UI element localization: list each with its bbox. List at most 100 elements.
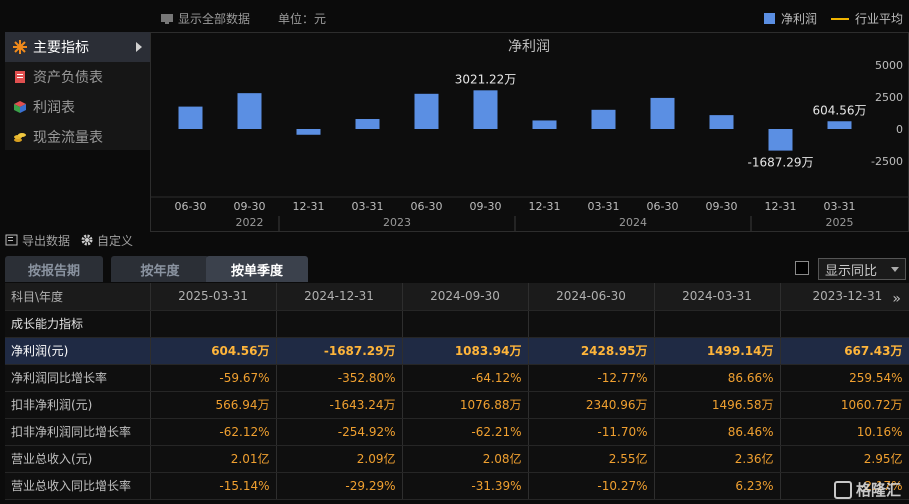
value-cell: 2340.96万 (528, 391, 655, 419)
value-cell: 1076.88万 (402, 391, 529, 419)
row-label: 营业总收入(元) (5, 445, 151, 473)
x-tick-label: 06-30 (647, 200, 679, 213)
value-cell: -29.29% (276, 472, 403, 500)
star-icon (13, 40, 27, 54)
export-label: 导出数据 (22, 233, 71, 248)
export-data-button[interactable]: 导出数据 (5, 232, 70, 249)
menu-item-balance-sheet[interactable]: 资产负债表 (5, 62, 150, 92)
menu-item-main-indicators[interactable]: 主要指标 (5, 32, 150, 62)
chart-svg: 净利润 5000 2500 0 -2500 3021.22万 -1687.29万 604.56… (151, 39, 908, 231)
legend-bar-swatch (763, 13, 775, 24)
table-row[interactable]: 扣非净利润同比增长率 -62.12% -254.92% -62.21% -11.70% 8… (5, 418, 909, 446)
table-row[interactable]: 扣非净利润(元) 566.94万 -1643.24万 1076.88万 2340.96万… (5, 391, 909, 419)
empty-cell (150, 310, 277, 338)
row-label: 净利润(元) (5, 337, 151, 365)
menu-item-label: 主要指标 (33, 40, 89, 56)
header-cell: 科目\年度 (5, 283, 151, 311)
y-tick-label: 2500 (875, 91, 903, 104)
value-cell: 566.94万 (150, 391, 277, 419)
value-cell: -62.21% (402, 418, 529, 446)
empty-cell (528, 310, 655, 338)
menu-item-income-statement[interactable]: 利润表 (5, 92, 150, 122)
customize-button[interactable]: 自定义 (80, 232, 133, 249)
y-tick-label: 5000 (875, 59, 903, 72)
bar (237, 93, 262, 129)
side-menu: 主要指标 资产负债表 利润表 现金流量表 (5, 32, 150, 150)
show-all-label: 显示全部数据 (178, 12, 251, 26)
bar (178, 106, 203, 129)
value-cell: 1060.72万 (780, 391, 909, 419)
export-icon (5, 234, 18, 246)
table-row[interactable]: 营业总收入(元) 2.01亿 2.09亿 2.08亿 2.55亿 2.36亿 2.95亿 (5, 445, 909, 473)
value-cell: -64.12% (402, 364, 529, 392)
row-label: 扣非净利润同比增长率 (5, 418, 151, 446)
show-yoy-checkbox[interactable] (795, 261, 809, 275)
coins-icon (14, 133, 26, 142)
chart-legend: 净利润 行业平均 (763, 10, 903, 27)
value-cell: 86.66% (654, 364, 781, 392)
header-cell: 2025-03-31 (150, 283, 277, 311)
tab-by-year[interactable]: 按年度 (111, 256, 209, 282)
bar (650, 97, 675, 129)
data-label: 604.56万 (813, 103, 867, 117)
show-yoy-select[interactable]: 显示同比 (818, 258, 906, 280)
x-tick-label: 06-30 (175, 200, 207, 213)
value-cell: -352.80% (276, 364, 403, 392)
tab-by-quarter[interactable]: 按单季度 (206, 256, 308, 282)
year-label: 2025 (826, 216, 854, 229)
value-cell: 2.55亿 (528, 445, 655, 473)
year-label: 2024 (619, 216, 647, 229)
value-cell: -2.17% (780, 472, 909, 500)
section-row: 成长能力指标 (5, 310, 909, 338)
x-tick-label: 09-30 (234, 200, 266, 213)
tab-by-report-period[interactable]: 按报告期 (5, 256, 103, 282)
empty-cell (402, 310, 529, 338)
bar (709, 115, 734, 129)
bar (591, 109, 616, 129)
double-chevron-right-icon[interactable]: » (892, 291, 901, 307)
x-tick-label: 03-31 (824, 200, 856, 213)
table-row[interactable]: 净利润同比增长率 -59.67% -352.80% -64.12% -12.77% 86.… (5, 364, 909, 392)
watermark: 格隆汇 (833, 479, 901, 500)
menu-item-label: 资产负债表 (33, 70, 103, 86)
value-cell: -31.39% (402, 472, 529, 500)
value-cell: 1496.58万 (654, 391, 781, 419)
value-cell: 2428.95万 (528, 337, 655, 365)
cube-icon (14, 101, 26, 113)
y-tick-label: 0 (896, 123, 903, 136)
menu-item-cash-flow[interactable]: 现金流量表 (5, 122, 150, 152)
value-cell: 259.54% (780, 364, 909, 392)
bar (827, 121, 852, 129)
value-cell: -1643.24万 (276, 391, 403, 419)
yoy-select-value: 显示同比 (825, 263, 878, 279)
table-row[interactable]: 净利润(元) 604.56万 -1687.29万 1083.94万 2428.95万 14… (5, 337, 909, 365)
period-tabs: 按报告期 按年度 按单季度 (5, 256, 909, 282)
x-tick-label: 03-31 (352, 200, 384, 213)
unit-label: 单位：元 (278, 12, 327, 26)
top-bar: 显示全部数据 单位：元 净利润 行业平均 (0, 0, 909, 32)
x-tick-label: 12-31 (529, 200, 561, 213)
bar (768, 129, 793, 151)
value-cell: 10.16% (780, 418, 909, 446)
caret-down-icon (891, 267, 899, 272)
table-row[interactable]: 营业总收入同比增长率 -15.14% -29.29% -31.39% -10.27% 6.… (5, 472, 909, 500)
value-cell: 604.56万 (150, 337, 277, 365)
watermark-text: 格隆汇 (855, 481, 901, 499)
data-label: 3021.22万 (455, 72, 517, 86)
x-tick-label: 12-31 (765, 200, 797, 213)
chart-title: 净利润 (508, 39, 550, 55)
y-tick-label: -2500 (871, 155, 903, 168)
legend-line-label: 行业平均 (854, 12, 903, 26)
legend-line-swatch (830, 17, 849, 20)
value-cell: -1687.29万 (276, 337, 403, 365)
section-label: 成长能力指标 (5, 310, 151, 338)
monitor-icon (161, 13, 173, 24)
financial-table: 科目\年度 2025-03-31 2024-12-31 2024-09-30 2… (5, 283, 909, 500)
year-label: 2023 (383, 216, 411, 229)
show-all-data-toggle[interactable]: 显示全部数据 (160, 10, 250, 27)
net-profit-chart: 净利润 5000 2500 0 -2500 3021.22万 -1687.29万 604.56… (150, 32, 909, 232)
value-cell: 2.36亿 (654, 445, 781, 473)
x-tick-label: 03-31 (588, 200, 620, 213)
value-cell: 6.23% (654, 472, 781, 500)
header-cell: 2024-06-30 (528, 283, 655, 311)
